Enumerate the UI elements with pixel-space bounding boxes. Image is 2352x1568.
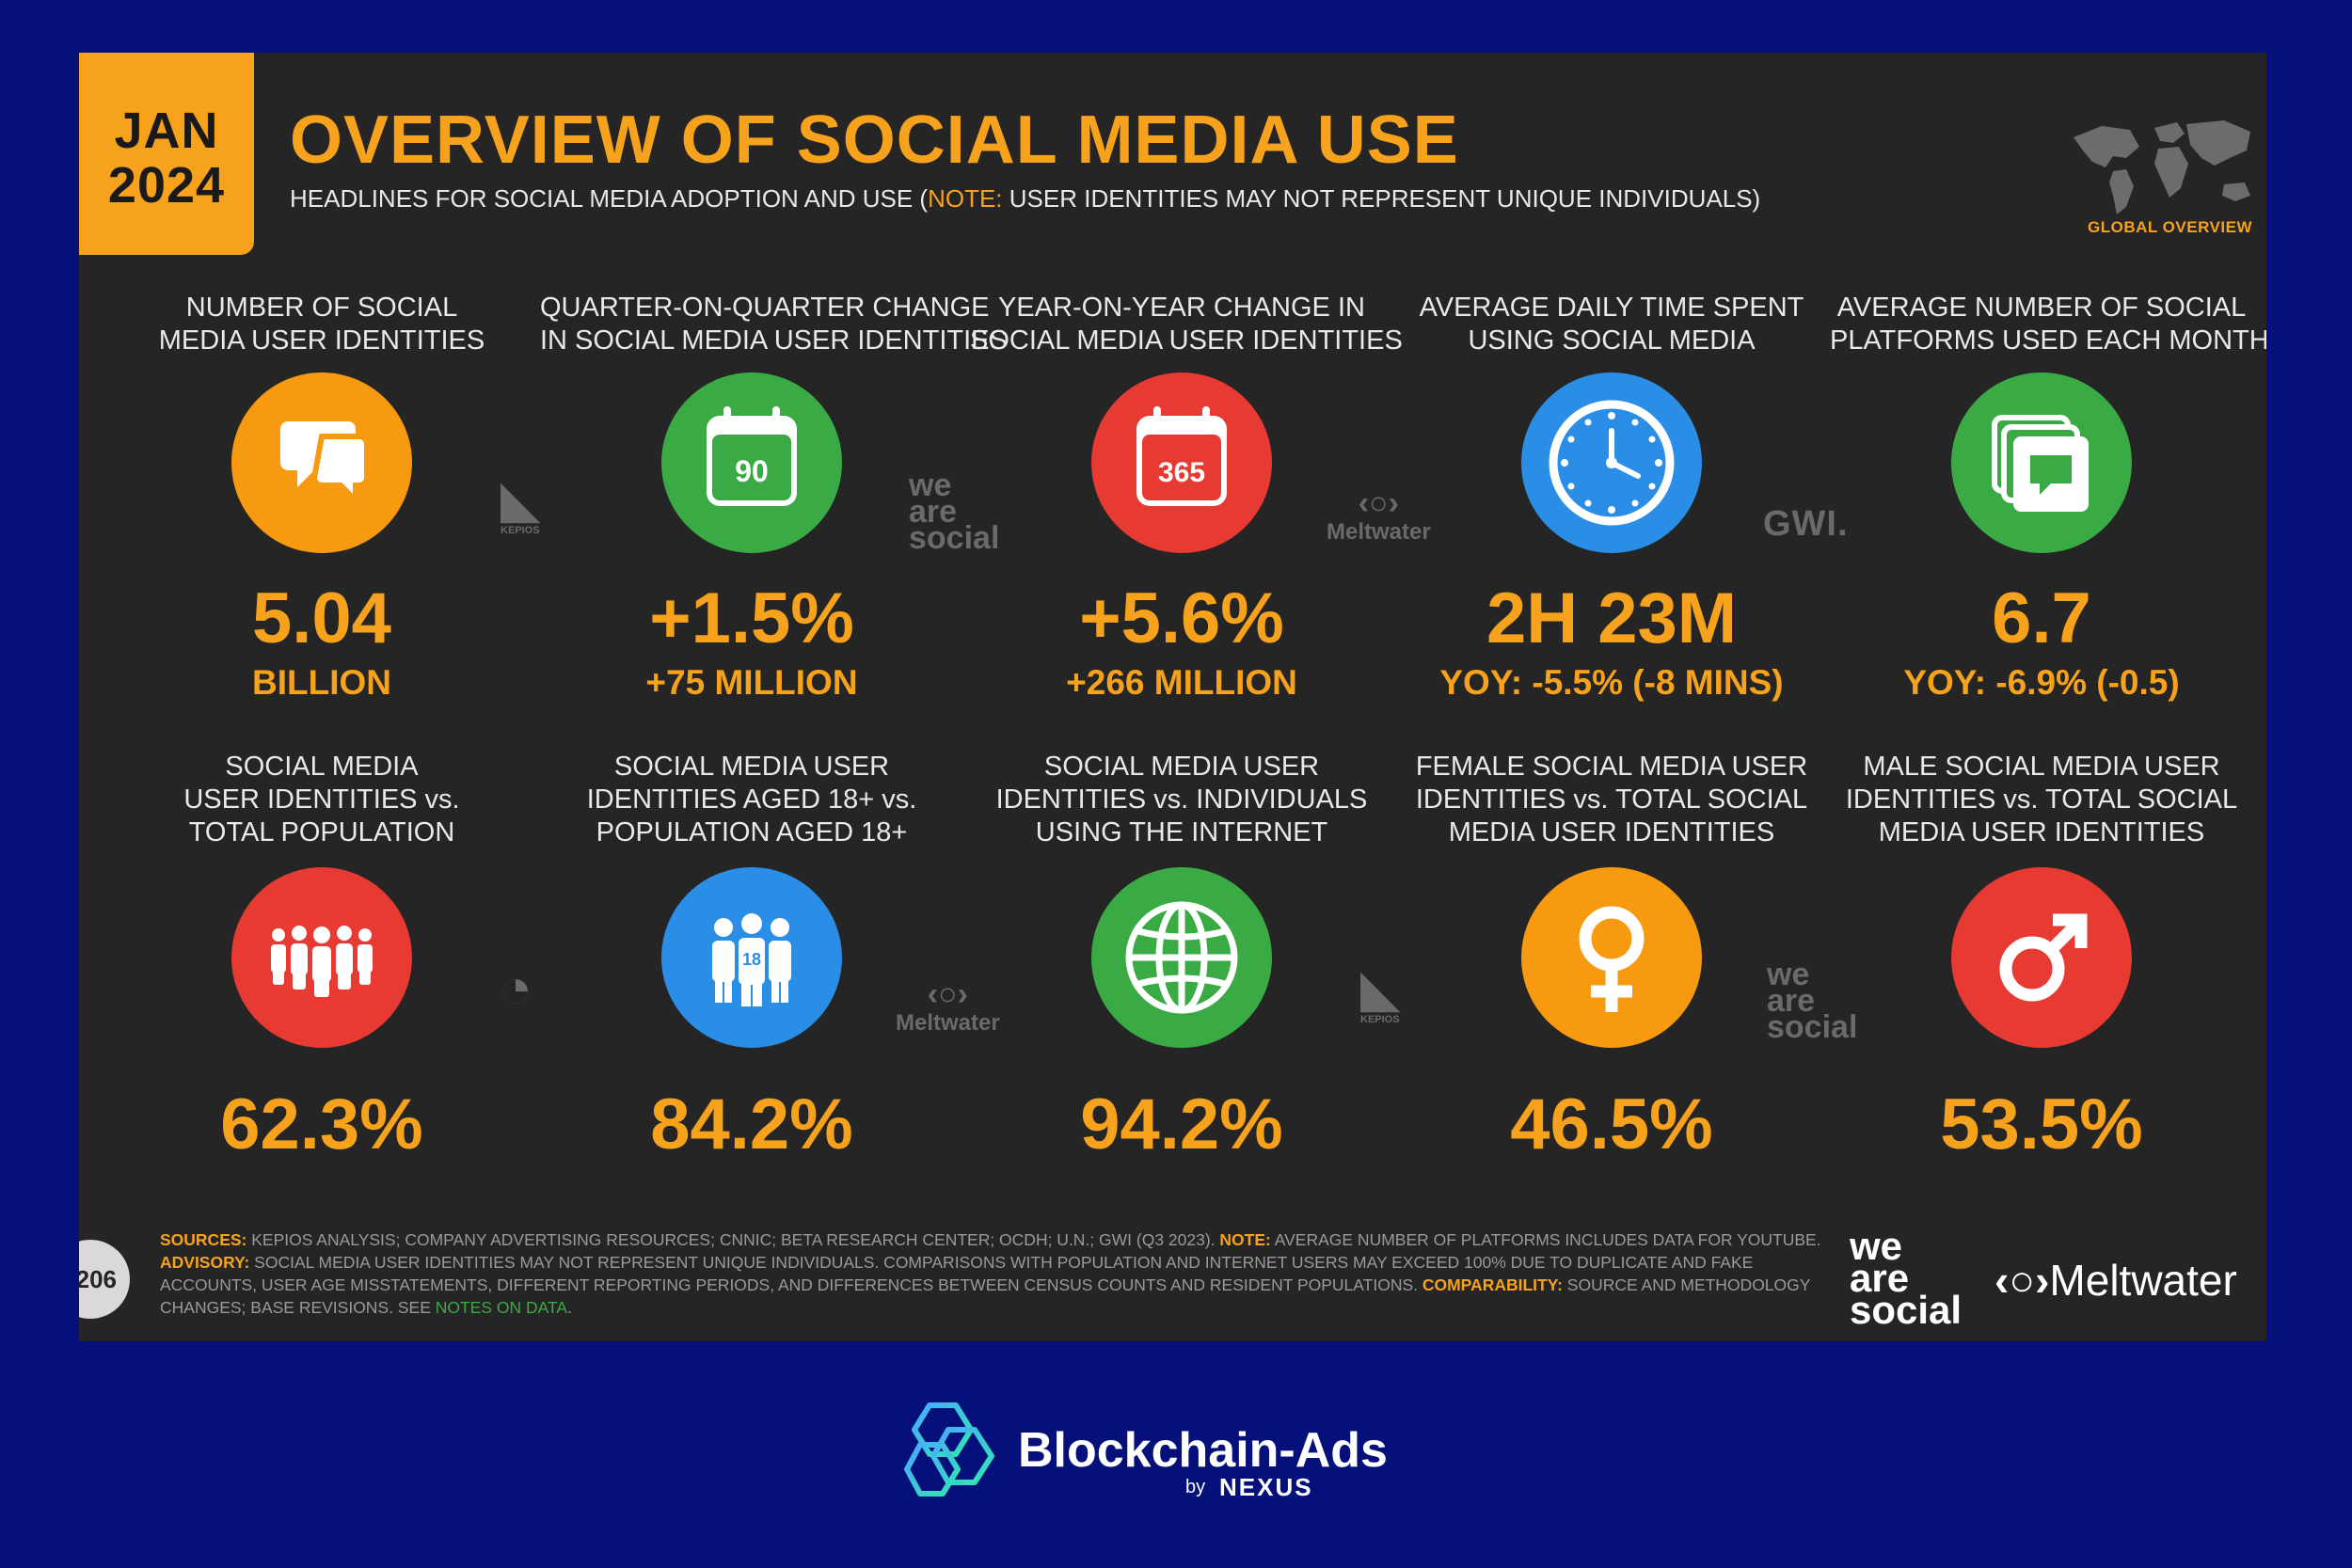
meltwater-logo-icon-2: ‹○› xyxy=(927,976,968,1012)
stat-value: 5.04 xyxy=(252,578,391,658)
notes-on-data-link[interactable]: NOTES ON DATA xyxy=(435,1298,568,1317)
stat-subvalue: +266 MILLION xyxy=(1066,663,1297,702)
brand-name: Blockchain-Ads xyxy=(1018,1423,1388,1478)
stat-label: AVERAGE DAILY TIME SPENT USING SOCIAL MED… xyxy=(1419,293,1804,356)
meltwater-logo-icon-footer: ‹○› xyxy=(1994,1256,2050,1305)
brand-partner: NEXUS xyxy=(1219,1473,1313,1501)
datareportal-watermark-icon: ◔ xyxy=(499,957,533,1020)
svg-text:90: 90 xyxy=(735,454,769,488)
stat-subvalue: BILLION xyxy=(252,663,391,702)
kepios-watermark-2: ◣ KEPIOS xyxy=(1360,962,1400,1025)
we-are-social-watermark: we are social xyxy=(909,467,1000,556)
svg-text:18: 18 xyxy=(742,950,761,969)
globe-icon xyxy=(1091,867,1272,1048)
world-map-icon xyxy=(2074,120,2250,214)
stat-label: AVERAGE NUMBER OF SOCIAL PLATFORMS USED E… xyxy=(1830,293,2266,356)
stat-value: +1.5% xyxy=(649,578,854,658)
page-number: 206 xyxy=(79,1240,130,1319)
stat-value: 62.3% xyxy=(220,1085,423,1164)
we-are-social-watermark-2: we are social xyxy=(1767,957,1858,1045)
stat-label: QUARTER-ON-QUARTER CHANGE IN SOCIAL MEDIA… xyxy=(540,293,1008,356)
date-badge: JAN 2024 xyxy=(79,53,254,255)
stat-adults-18: SOCIAL MEDIA USER IDENTITIES AGED 18+ vs.… xyxy=(540,751,963,1164)
female-symbol-icon xyxy=(1521,867,1702,1048)
meltwater-watermark-2: ‹○› Meltwater xyxy=(896,976,1000,1036)
kepios-watermark: ◣ KEPIOS xyxy=(501,473,540,536)
kepios-logo-icon-2: ◣ xyxy=(1360,962,1399,1017)
stat-value: 46.5% xyxy=(1510,1085,1713,1164)
brand-by: by xyxy=(1185,1477,1206,1497)
footer-notes: SOURCES: KEPIOS ANALYSIS; COMPANY ADVERT… xyxy=(160,1230,1821,1317)
stat-yoy-change: YEAR-ON-YEAR CHANGE IN SOCIAL MEDIA USER … xyxy=(970,292,1403,704)
page-subtitle: HEADLINES FOR SOCIAL MEDIA ADOPTION AND … xyxy=(290,184,1761,213)
clock-icon xyxy=(1521,372,1702,553)
stat-label: FEMALE SOCIAL MEDIA USER IDENTITIES vs. T… xyxy=(1415,752,1808,847)
stat-subvalue: YOY: -5.5% (-8 MINS) xyxy=(1439,663,1784,702)
stat-value: 2H 23M xyxy=(1486,578,1738,658)
stat-female: FEMALE SOCIAL MEDIA USER IDENTITIES vs. T… xyxy=(1400,751,1823,1164)
date-year: 2024 xyxy=(107,157,226,214)
global-overview-label: GLOBAL OVERVIEW xyxy=(2088,218,2253,236)
stat-vs-internet: SOCIAL MEDIA USER IDENTITIES vs. INDIVIDU… xyxy=(970,751,1393,1164)
stat-label: MALE SOCIAL MEDIA USER IDENTITIES vs. TOT… xyxy=(1845,752,2238,847)
stacked-platforms-icon xyxy=(1951,372,2132,553)
speech-bubbles-icon xyxy=(231,372,412,553)
blockchain-ads-logo-icon xyxy=(904,1402,994,1497)
stat-qoq-change: QUARTER-ON-QUARTER CHANGE IN SOCIAL MEDIA… xyxy=(540,292,1008,704)
date-month: JAN xyxy=(114,103,219,159)
kepios-logo-icon: ◣ xyxy=(501,473,539,528)
calendar-90-icon: 90 xyxy=(661,372,842,553)
stat-male: MALE SOCIAL MEDIA USER IDENTITIES vs. TOT… xyxy=(1830,751,2253,1164)
stat-subvalue: YOY: -6.9% (-0.5) xyxy=(1903,663,2180,702)
page-title: OVERVIEW OF SOCIAL MEDIA USE xyxy=(290,103,1459,178)
stat-label: SOCIAL MEDIA USER IDENTITIES vs. INDIVIDU… xyxy=(995,752,1368,847)
meltwater-logo: ‹○›Meltwater xyxy=(1994,1256,2237,1305)
stat-vs-population: SOCIAL MEDIA USER IDENTITIES vs. TOTAL POP… xyxy=(110,751,533,1164)
stat-value: +5.6% xyxy=(1079,578,1284,658)
stat-value: 6.7 xyxy=(1992,578,2091,658)
brand-lockup: Blockchain-Ads by NEXUS xyxy=(901,1396,1466,1509)
stat-subvalue: +75 MILLION xyxy=(645,663,858,702)
svg-text:365: 365 xyxy=(1158,457,1205,488)
we-are-social-logo: we are social xyxy=(1850,1224,1963,1332)
stat-label: NUMBER OF SOCIAL MEDIA USER IDENTITIES xyxy=(158,293,485,356)
stat-label: SOCIAL MEDIA USER IDENTITIES vs. TOTAL POP… xyxy=(183,752,460,847)
stat-value: 84.2% xyxy=(650,1085,853,1164)
meltwater-watermark: ‹○› Meltwater xyxy=(1327,485,1431,545)
stat-daily-time: AVERAGE DAILY TIME SPENT USING SOCIAL MED… xyxy=(1400,292,1823,704)
adults-18-icon: 18 xyxy=(661,867,842,1048)
stat-value: 94.2% xyxy=(1080,1085,1283,1164)
stat-value: 53.5% xyxy=(1940,1085,2143,1164)
stat-platforms: AVERAGE NUMBER OF SOCIAL PLATFORMS USED E… xyxy=(1830,292,2266,704)
stat-label: YEAR-ON-YEAR CHANGE IN SOCIAL MEDIA USER … xyxy=(970,293,1403,356)
male-symbol-icon xyxy=(1951,867,2132,1048)
gwi-watermark: GWI. xyxy=(1763,504,1849,544)
stat-label: SOCIAL MEDIA USER IDENTITIES AGED 18+ vs.… xyxy=(586,752,917,847)
meltwater-logo-icon: ‹○› xyxy=(1358,485,1399,521)
calendar-365-icon: 365 xyxy=(1091,372,1272,553)
people-group-icon xyxy=(231,867,412,1048)
stat-user-identities: NUMBER OF SOCIAL MEDIA USER IDENTITIES 5.… xyxy=(110,292,533,704)
infographic-card: JAN 2024 OVERVIEW OF SOCIAL MEDIA USE HE… xyxy=(79,53,2266,1341)
